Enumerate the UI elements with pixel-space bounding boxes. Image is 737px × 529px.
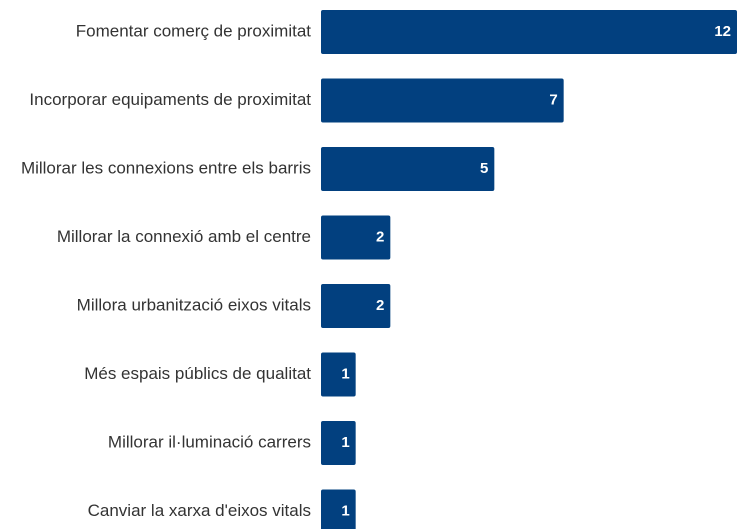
bar [321,215,391,260]
value-label: 1 [341,365,349,382]
value-label: 1 [341,434,349,451]
bar [321,421,356,465]
category-label: Més espais públics de qualitat [84,364,311,383]
bar [321,10,737,54]
bar [321,78,564,123]
value-label: 5 [480,160,488,177]
bar [321,352,356,397]
bar [321,284,391,328]
bar [321,489,356,529]
category-label: Millorar la connexió amb el centre [57,227,311,246]
value-label: 1 [341,502,349,519]
value-label: 7 [549,91,557,108]
category-label: Fomentar comerç de proximitat [76,21,312,40]
category-label: Millorar les connexions entre els barris [21,158,311,177]
category-label: Millorar il·luminació carrers [108,432,311,451]
category-label: Canviar la xarxa d'eixos vitals [88,501,311,520]
category-label: Millora urbanització eixos vitals [77,295,311,314]
value-label: 2 [376,297,384,314]
category-label: Incorporar equipaments de proximitat [29,90,311,109]
value-label: 2 [376,228,384,245]
value-label: 12 [714,23,731,40]
bar [321,147,495,191]
